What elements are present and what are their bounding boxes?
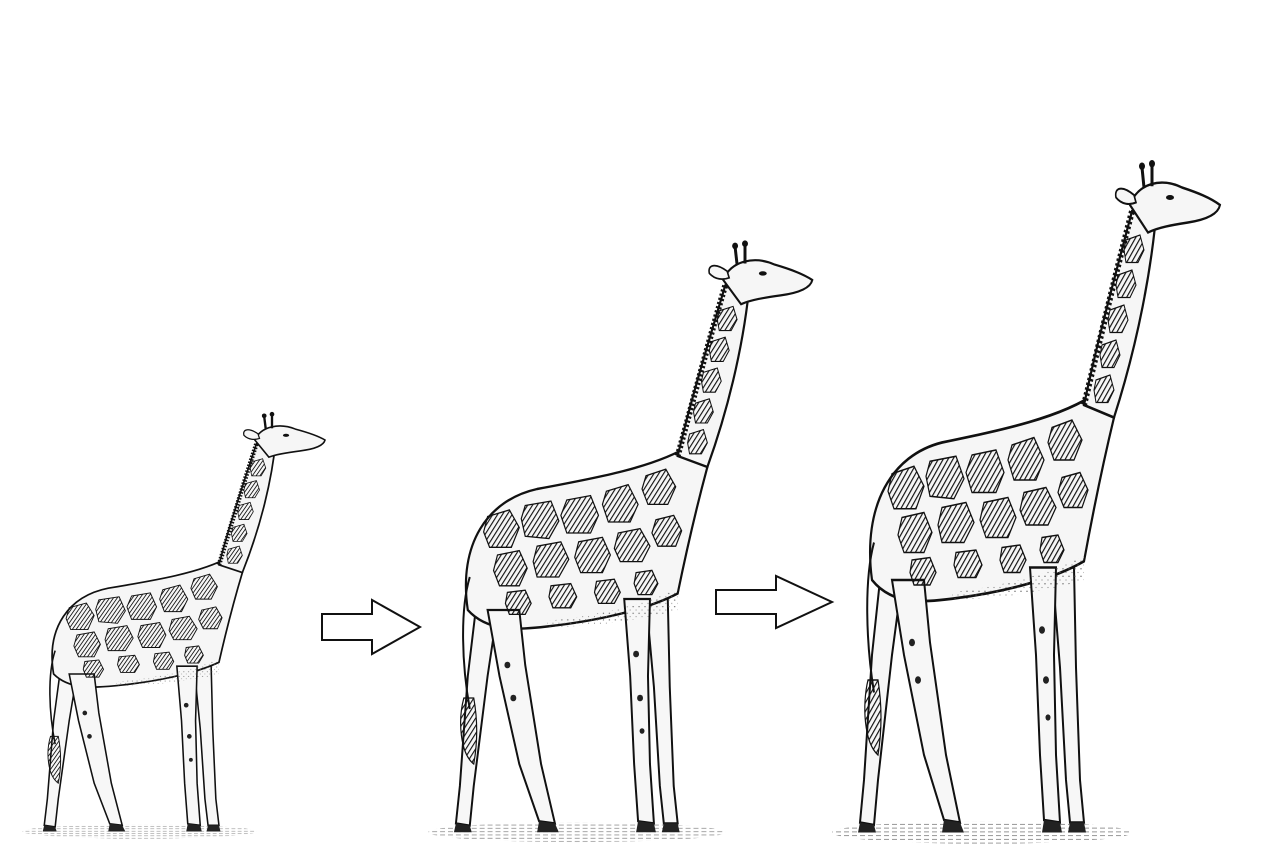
arrow-right-icon [321,598,423,656]
giraffe-small [22,412,325,839]
arrow-right-icon [715,574,835,630]
giraffe-medium [428,240,812,842]
giraffe-large [832,160,1220,844]
